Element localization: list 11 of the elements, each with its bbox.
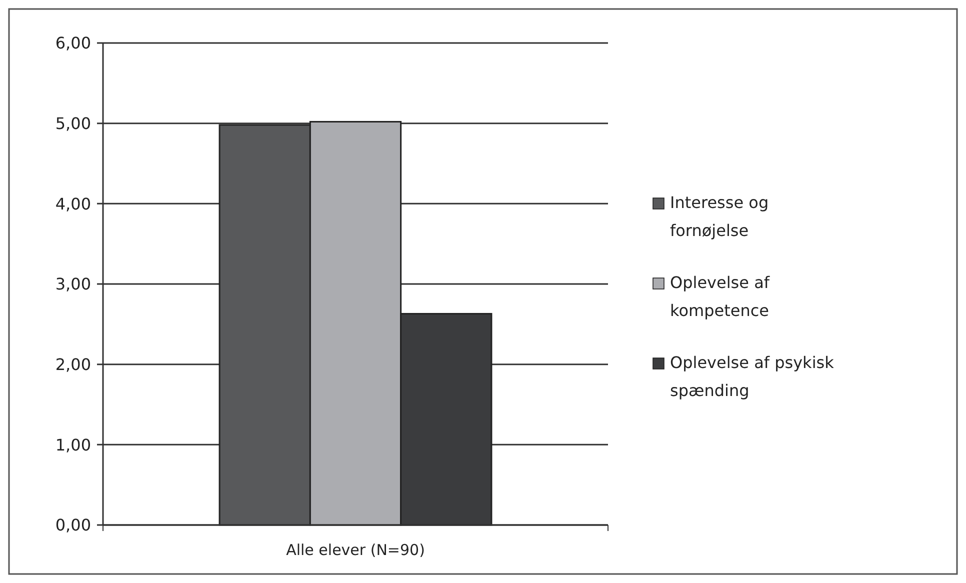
legend-label: Interesse og fornøjelse [670, 193, 769, 240]
legend-label: Oplevelse af psykisk spænding [670, 353, 835, 400]
y-tick-label: 6,00 [55, 34, 91, 53]
x-tick-label: Alle elever (N=90) [286, 541, 425, 559]
y-tick-label: 0,00 [55, 516, 91, 535]
y-tick-label: 3,00 [55, 274, 91, 294]
y-tick-label: 2,00 [55, 354, 91, 374]
y-tick-label: 4,00 [55, 194, 91, 214]
y-tick-label: 1,00 [55, 435, 91, 454]
y-tick-label: 5,00 [55, 114, 91, 133]
legend-label: Oplevelse af kompetence [670, 273, 770, 320]
